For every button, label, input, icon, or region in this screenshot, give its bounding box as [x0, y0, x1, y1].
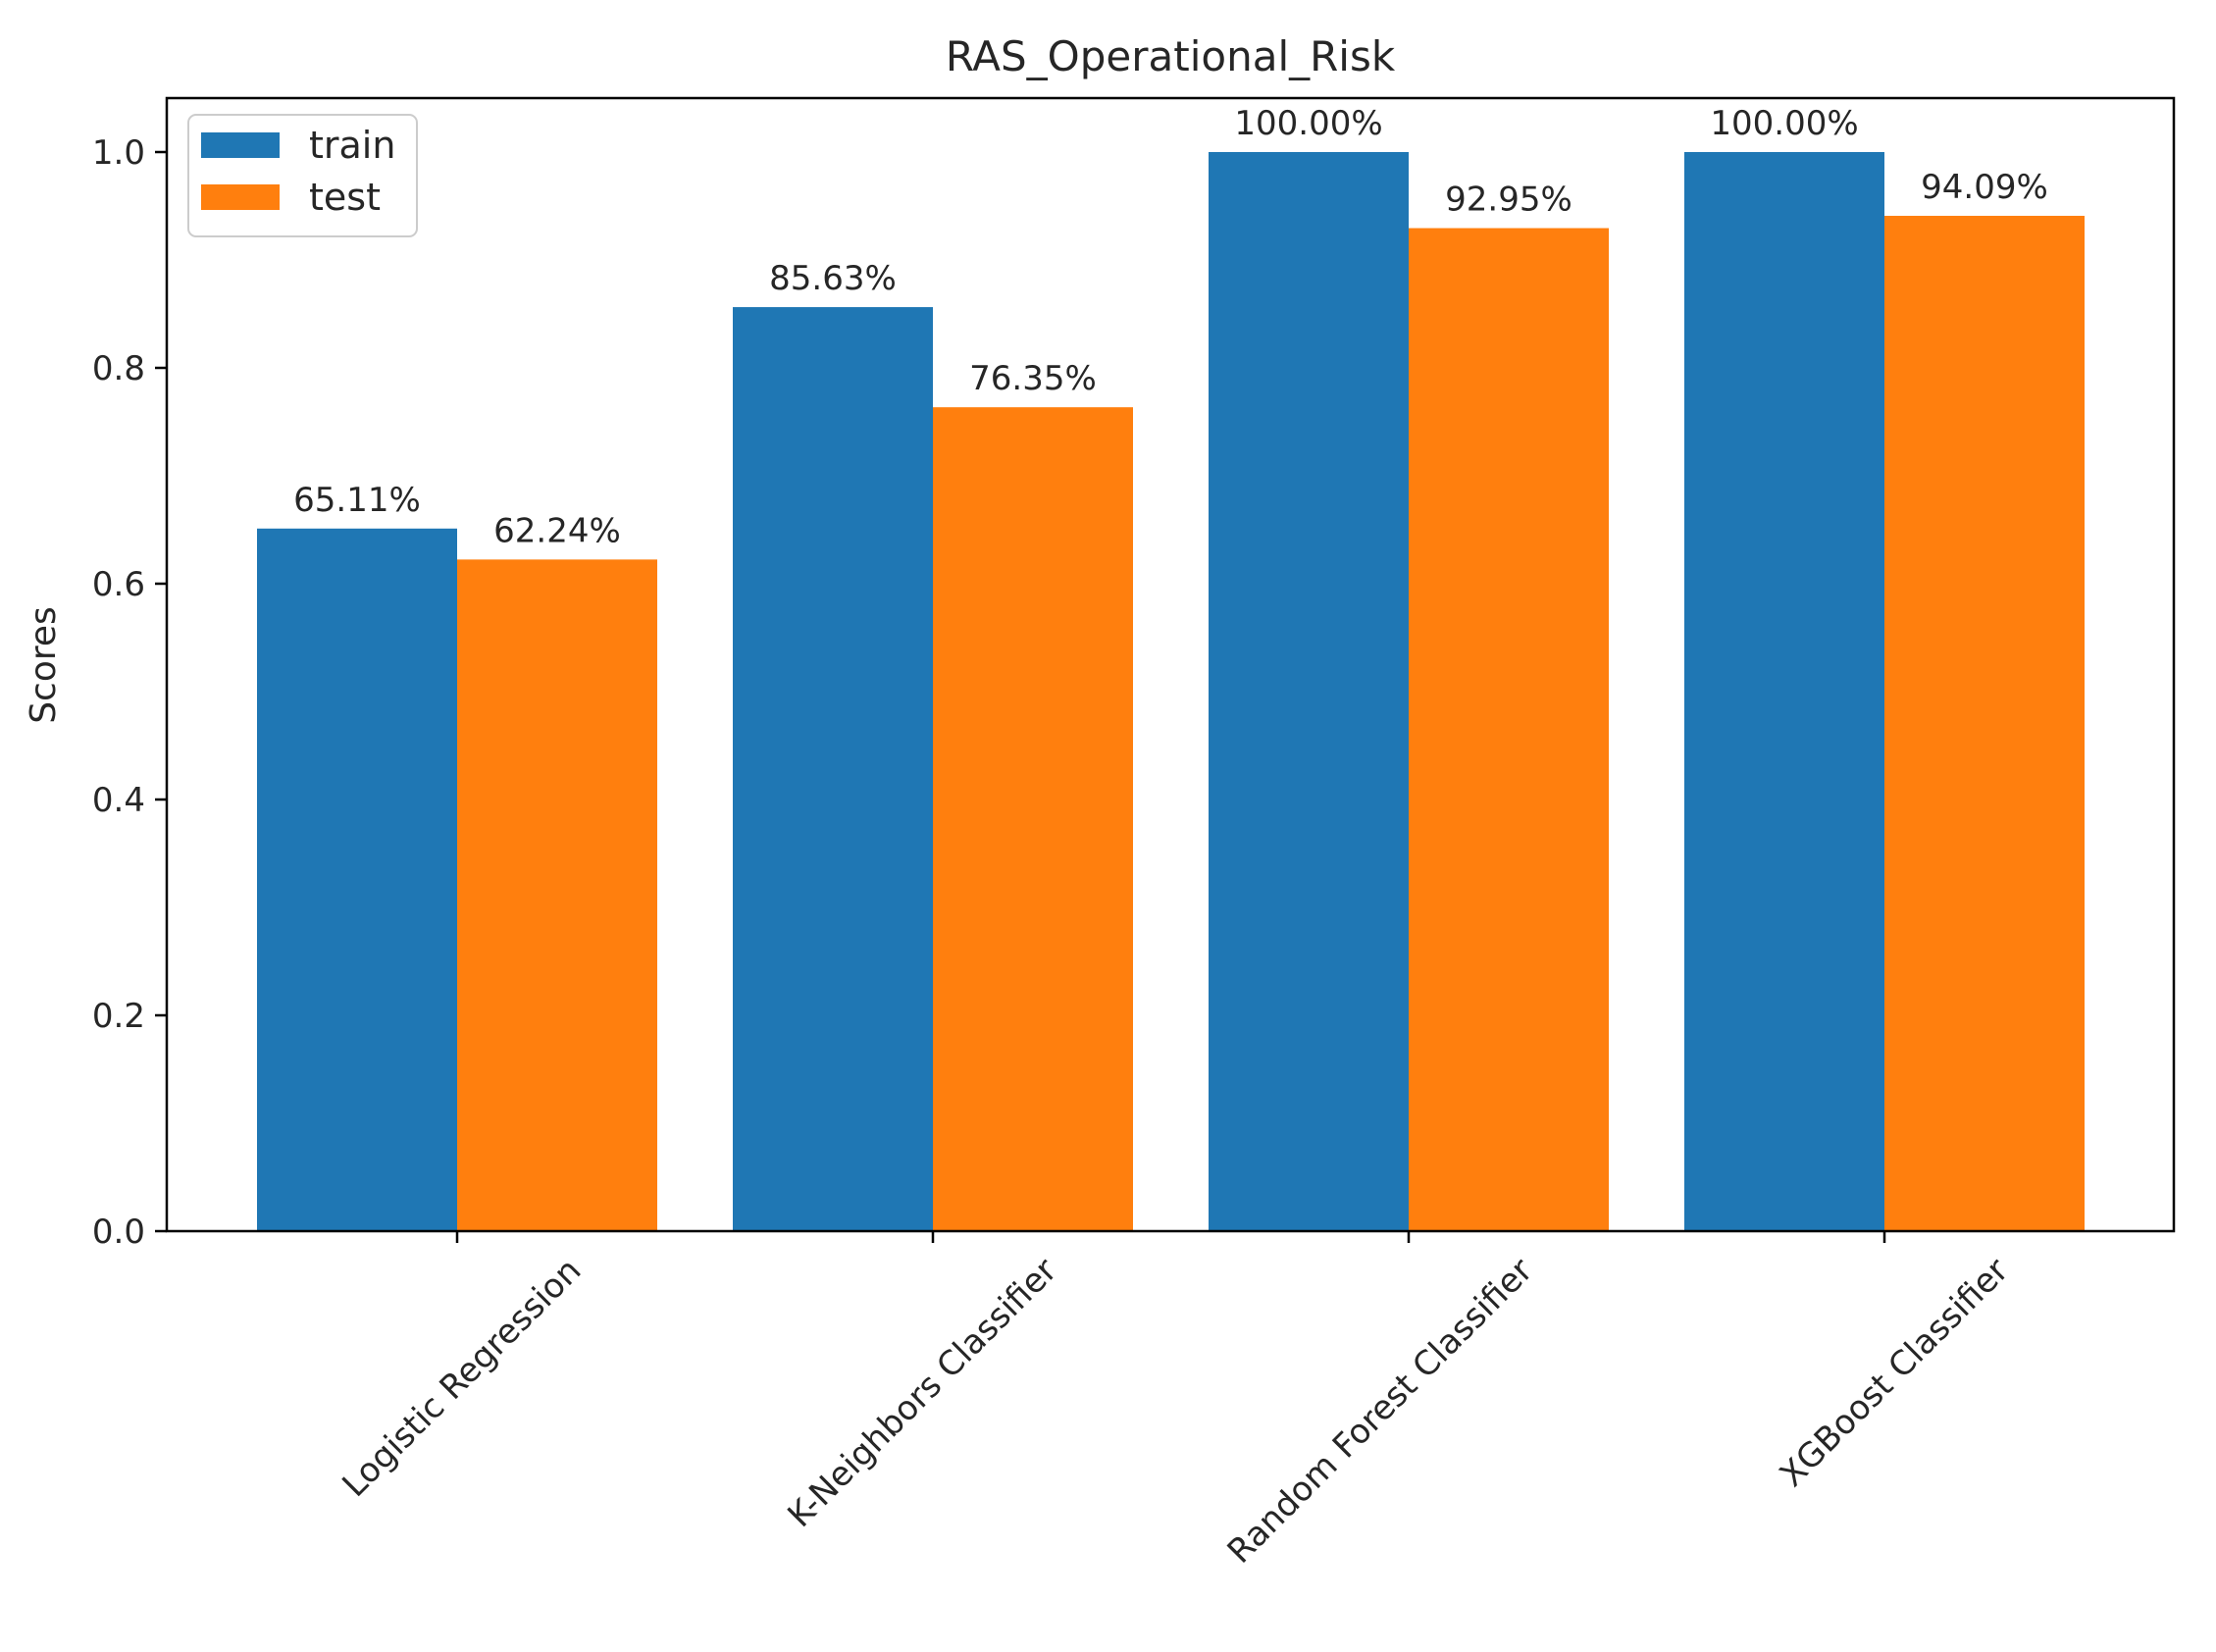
legend-label-train: train [309, 124, 395, 167]
plot-frame [165, 96, 2176, 1233]
bar-test-1 [457, 559, 657, 1231]
bar-test-4 [1884, 216, 2085, 1231]
x-axis: Logistic Regression K-Neighbors Classifie… [335, 1231, 2016, 1572]
y-tick-label-4: 0.8 [92, 349, 145, 388]
bar-train-2 [733, 307, 933, 1231]
y-tick-label-5: 1.0 [92, 133, 145, 173]
data-label-train-4: 100.00% [1710, 104, 1858, 143]
data-label-train-2: 85.63% [769, 259, 897, 298]
x-tick-label-4: XGBoost Classifier [1773, 1251, 2017, 1495]
chart-title: RAS_Operational_Risk [946, 32, 1396, 80]
data-label-train-3: 100.00% [1234, 104, 1382, 143]
data-labels-layer: 65.11% 62.24% 85.63% 76.35% 100.00% 92.95% 100… [293, 104, 2048, 550]
legend-swatch-train [201, 132, 280, 158]
legend-swatch-test [201, 184, 280, 210]
y-tick-label-2: 0.4 [92, 781, 145, 820]
x-tick-label-3: Random Forest Classifier [1220, 1251, 1541, 1572]
legend[interactable]: train test [187, 114, 418, 237]
x-tick-label-2: K-Neighbors Classifier [780, 1251, 1064, 1535]
x-tick-label-1: Logistic Regression [335, 1251, 589, 1505]
data-label-train-1: 65.11% [293, 481, 421, 520]
legend-label-test: test [309, 176, 381, 219]
bars-layer [257, 152, 2085, 1232]
data-label-test-4: 94.09% [1921, 168, 2048, 207]
bar-test-3 [1409, 228, 1609, 1232]
bar-train-1 [257, 528, 457, 1231]
y-tick-label-0: 0.0 [92, 1213, 145, 1252]
data-label-test-3: 92.95% [1445, 181, 1572, 220]
bar-train-4 [1684, 152, 1884, 1231]
data-label-test-1: 62.24% [493, 511, 621, 550]
bar-test-2 [933, 407, 1133, 1231]
y-tick-label-3: 0.6 [92, 565, 145, 604]
y-axis: 0.0 0.2 0.4 0.6 0.8 1.0 [92, 133, 167, 1252]
y-tick-label-1: 0.2 [92, 997, 145, 1036]
data-label-test-2: 76.35% [969, 359, 1097, 398]
bar-train-3 [1209, 152, 1409, 1231]
y-axis-label: Scores [24, 606, 64, 724]
